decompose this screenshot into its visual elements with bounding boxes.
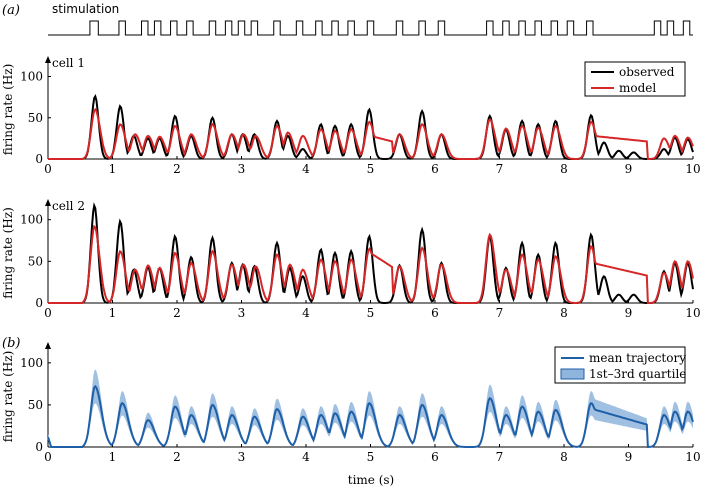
x-tick-label: 4 xyxy=(302,306,310,320)
legend-label-model: model xyxy=(619,81,656,95)
x-tick-label: 1 xyxy=(109,306,117,320)
y-axis-arrow xyxy=(45,199,51,206)
x-tick-label: 4 xyxy=(302,162,310,176)
y-axis-label: firing rate (Hz) xyxy=(1,351,15,443)
stimulation-label: stimulation xyxy=(52,2,119,16)
x-tick-label: 6 xyxy=(431,162,439,176)
y-tick-label: 50 xyxy=(28,111,43,125)
x-tick-label: 3 xyxy=(238,450,246,464)
y-tick-label: 0 xyxy=(35,440,43,454)
x-tick-label: 10 xyxy=(685,450,700,464)
x-tick-label: 8 xyxy=(560,450,568,464)
x-tick-label: 9 xyxy=(625,306,633,320)
plot-cell-1: 0 50 100 0 1 2 3 4 5 6 7 8 9 10 firing rate (Hz) cell 1… xyxy=(1,56,701,176)
y-tick-label: 0 xyxy=(35,296,43,310)
x-tick-label: 4 xyxy=(302,450,310,464)
y-axis-label: firing rate (Hz) xyxy=(1,64,15,156)
stimulation-trace xyxy=(48,20,693,36)
x-tick-label: 1 xyxy=(109,450,117,464)
plot-cell-2: 0 50 100 0 1 2 3 4 5 6 7 8 9 10 firing rate (Hz) cell 2 xyxy=(1,199,701,320)
x-tick-label: 7 xyxy=(496,306,504,320)
x-tick-label: 8 xyxy=(560,162,568,176)
panel-b-label: (b) xyxy=(2,336,20,351)
x-tick-label: 6 xyxy=(431,306,439,320)
legend-label-quartile: 1st–3rd quartile xyxy=(589,367,686,381)
legend-box xyxy=(584,61,686,97)
y-tick-label: 50 xyxy=(28,254,43,268)
x-axis-label: time (s) xyxy=(348,473,394,487)
x-tick-label: 0 xyxy=(44,450,52,464)
x-tick-label: 2 xyxy=(173,306,181,320)
x-tick-label: 5 xyxy=(367,450,375,464)
x-tick-label: 10 xyxy=(685,306,700,320)
legend-label-observed: observed xyxy=(619,65,675,79)
x-tick-label: 10 xyxy=(685,162,700,176)
x-tick-label: 5 xyxy=(367,306,375,320)
x-tick-label: 6 xyxy=(431,450,439,464)
x-tick-label: 1 xyxy=(109,162,117,176)
x-tick-label: 5 xyxy=(367,162,375,176)
y-tick-label: 50 xyxy=(28,398,43,412)
series-mean-line xyxy=(47,384,694,449)
series-observed-line xyxy=(48,93,694,160)
y-tick-label: 100 xyxy=(20,213,43,227)
cell-annotation: cell 1 xyxy=(52,56,85,70)
x-tick-label: 8 xyxy=(560,306,568,320)
x-tick-label: 3 xyxy=(238,306,246,320)
series-model-line xyxy=(48,107,694,160)
x-tick-label: 2 xyxy=(173,162,181,176)
x-tick-label: 3 xyxy=(238,162,246,176)
x-tick-label: 0 xyxy=(44,162,52,176)
plot-mean-trajectory: 0 50 100 0 1 2 3 4 5 6 7 8 9 10 firing rate (Hz) mean t… xyxy=(1,342,701,464)
x-tick-label: 9 xyxy=(625,450,633,464)
cell-annotation: cell 2 xyxy=(52,199,85,213)
series-quartile-band xyxy=(48,369,693,447)
y-tick-label: 0 xyxy=(35,152,43,166)
y-tick-label: 100 xyxy=(20,70,43,84)
legend: mean trajectory 1st–3rd quartile xyxy=(554,346,686,384)
x-tick-label: 9 xyxy=(625,162,633,176)
x-tick-label: 7 xyxy=(496,450,504,464)
legend-swatch-quartile xyxy=(560,368,585,380)
y-tick-label: 100 xyxy=(20,356,43,370)
legend-label-mean: mean trajectory xyxy=(589,351,686,365)
panel-a-label: (a) xyxy=(2,3,20,18)
legend: observed model xyxy=(584,61,686,97)
series-observed-line xyxy=(48,202,694,304)
y-axis-label: firing rate (Hz) xyxy=(1,207,15,299)
x-tick-label: 2 xyxy=(173,450,181,464)
y-axis-arrow xyxy=(45,56,51,63)
x-tick-label: 7 xyxy=(496,162,504,176)
x-tick-label: 0 xyxy=(44,306,52,320)
y-axis-arrow xyxy=(45,342,51,349)
series-model-line xyxy=(48,224,694,304)
